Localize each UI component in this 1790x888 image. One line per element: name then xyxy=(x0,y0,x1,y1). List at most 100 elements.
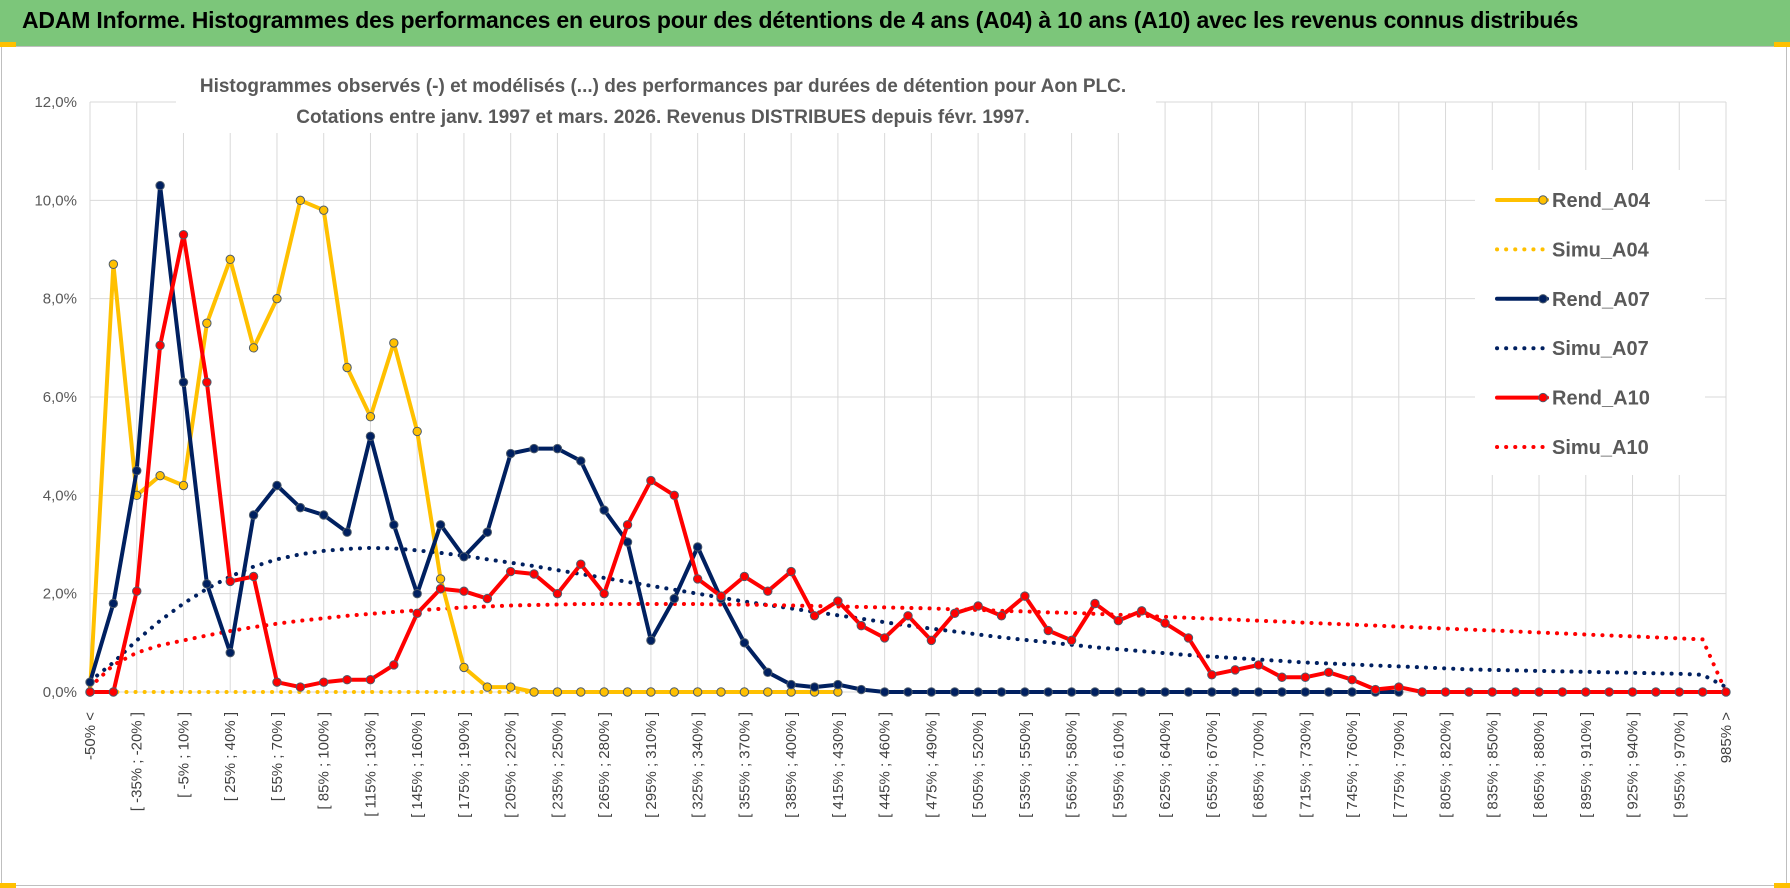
x-tick-label: [ 265% ; 280% ] xyxy=(596,712,613,818)
Rend_A10-point xyxy=(879,633,890,643)
Rend_A07-point xyxy=(1020,687,1030,697)
x-tick-label: [ 25% ; 40% ] xyxy=(222,712,239,801)
Rend_A04-point xyxy=(412,426,422,437)
Rend_A10-point xyxy=(132,586,142,596)
Rend_A07-point xyxy=(529,443,539,454)
Rend_A04-point xyxy=(505,682,516,692)
Rend_A07-point xyxy=(435,520,446,530)
Rend_A10-point xyxy=(576,559,586,569)
Rend_A04-point xyxy=(622,687,633,697)
Rend_A10-point xyxy=(202,377,212,387)
x-tick-label: [ 295% ; 310% ] xyxy=(643,712,660,818)
Rend_A10-point xyxy=(108,687,119,697)
x-tick-label: [ 355% ; 370% ] xyxy=(736,712,753,818)
chart-frame xyxy=(1,46,1787,886)
Rend_A10-point xyxy=(669,490,679,501)
Rend_A04-point xyxy=(669,687,679,697)
Rend_A07-point xyxy=(155,180,165,191)
x-tick-label: [ 115% ; 130% ] xyxy=(362,712,379,817)
Rend_A10-point xyxy=(319,677,329,687)
Rend_A04-point xyxy=(342,362,352,373)
x-tick-label: [ 685% ; 700% ] xyxy=(1251,712,1268,818)
Rend_A07-point xyxy=(903,687,913,697)
Rend_A10-point xyxy=(225,576,235,587)
Rend_A07-point xyxy=(365,431,376,442)
Rend_A10-point xyxy=(1113,616,1124,626)
Rend_A10-point xyxy=(1347,675,1357,685)
y-tick-label: 6,0% xyxy=(43,389,77,406)
y-axis-ticks: 0,0% 2,0% 4,0% 6,0% 8,0% 10,0% 12,0% xyxy=(34,94,77,701)
Rend_A10-point xyxy=(926,635,937,646)
x-tick-label: [ 415% ; 430% ] xyxy=(830,712,847,818)
Rend_A04-point xyxy=(716,687,726,697)
x-tick-label: [ -35% ; -20% ] xyxy=(129,712,146,811)
x-tick-label: [ 55% ; 70% ] xyxy=(269,712,286,801)
Rend_A07-point xyxy=(856,684,866,695)
Rend_A10-point xyxy=(529,569,539,579)
legend-item-Rend_A07: Rend_A07 xyxy=(1495,289,1650,311)
Rend_A10-point xyxy=(435,584,446,594)
legend-background xyxy=(1475,170,1705,475)
legend-label: Simu_A07 xyxy=(1552,338,1649,360)
Rend_A07-point xyxy=(202,579,212,589)
Rend_A10-point xyxy=(1090,598,1100,609)
Rend_A04-point xyxy=(272,293,282,304)
Rend_A10-point xyxy=(786,566,796,577)
Rend_A10-point xyxy=(1277,672,1287,682)
Rend_A07-point xyxy=(482,527,493,537)
Rend_A10-point xyxy=(1627,687,1638,697)
legend-marker xyxy=(1538,392,1548,403)
x-tick-label: [ 865% ; 880% ] xyxy=(1531,712,1548,818)
Rend_A07-point xyxy=(505,448,516,459)
Rend_A10-point xyxy=(365,675,376,685)
Rend_A07-point xyxy=(225,647,235,658)
y-tick-label: 0,0% xyxy=(43,684,77,701)
Rend_A04-point xyxy=(763,687,773,697)
x-tick-label: [ 535% ; 550% ] xyxy=(1017,712,1034,818)
Rend_A04-point xyxy=(435,574,446,584)
Rend_A10-point xyxy=(1207,670,1217,680)
Rend_A07-point xyxy=(739,638,750,648)
Rend_A07-point xyxy=(646,635,656,646)
Rend_A07-point xyxy=(576,456,586,466)
x-tick-label: -50% < xyxy=(82,712,99,760)
Rend_A10-point xyxy=(1440,687,1451,697)
Rend_A07-point xyxy=(1253,687,1264,697)
Rend_A10-point xyxy=(389,660,399,670)
Rend_A07-point xyxy=(763,667,773,678)
x-tick-label: [ 925% ; 940% ] xyxy=(1625,712,1642,818)
Rend_A10-point xyxy=(272,677,282,687)
Rend_A07-point xyxy=(412,588,422,599)
Rend_A10-point xyxy=(1230,665,1240,675)
legend-label: Rend_A10 xyxy=(1552,388,1650,410)
Rend_A04-point xyxy=(108,259,119,269)
Rend_A04-point xyxy=(692,687,703,697)
Rend_A07-point xyxy=(1137,687,1147,697)
Rend_A07-point xyxy=(1277,687,1287,697)
Rend_A10-point xyxy=(1417,687,1427,697)
Rend_A10-point xyxy=(950,608,960,619)
Rend_A04-point xyxy=(202,318,212,328)
x-tick-label: [ 145% ; 160% ] xyxy=(409,712,426,818)
Rend_A04-point xyxy=(248,343,259,353)
legend-label: Rend_A07 xyxy=(1552,289,1650,311)
Rend_A10-point xyxy=(412,608,422,619)
legend-label: Simu_A10 xyxy=(1552,437,1649,459)
Rend_A10-point xyxy=(505,566,516,577)
x-axis-ticks: -50% < [ -35% ; -20% ] [ -5% ; 10% ] [ 25% … xyxy=(82,712,1735,818)
x-tick-label: [ 85% ; 100% ] xyxy=(316,712,333,810)
Rend_A04-point xyxy=(295,195,306,206)
Rend_A07-point xyxy=(809,682,820,692)
Rend_A07-point xyxy=(786,679,796,690)
Rend_A07-point xyxy=(319,510,329,520)
Rend_A07-point xyxy=(1347,687,1357,697)
Rend_A04-point xyxy=(529,687,539,697)
Rend_A10-point xyxy=(1253,660,1264,670)
series-Rend_A10 xyxy=(85,230,1731,697)
corner-mark-right xyxy=(1774,42,1790,47)
Rend_A10-point xyxy=(1020,591,1030,601)
legend: Rend_A04 Simu_A04 Rend_A07 Simu_A07 Rend_A10… xyxy=(1475,170,1705,475)
Rend_A10-point xyxy=(342,675,352,685)
legend-label: Rend_A04 xyxy=(1552,190,1651,212)
Rend_A07-point xyxy=(973,687,983,697)
